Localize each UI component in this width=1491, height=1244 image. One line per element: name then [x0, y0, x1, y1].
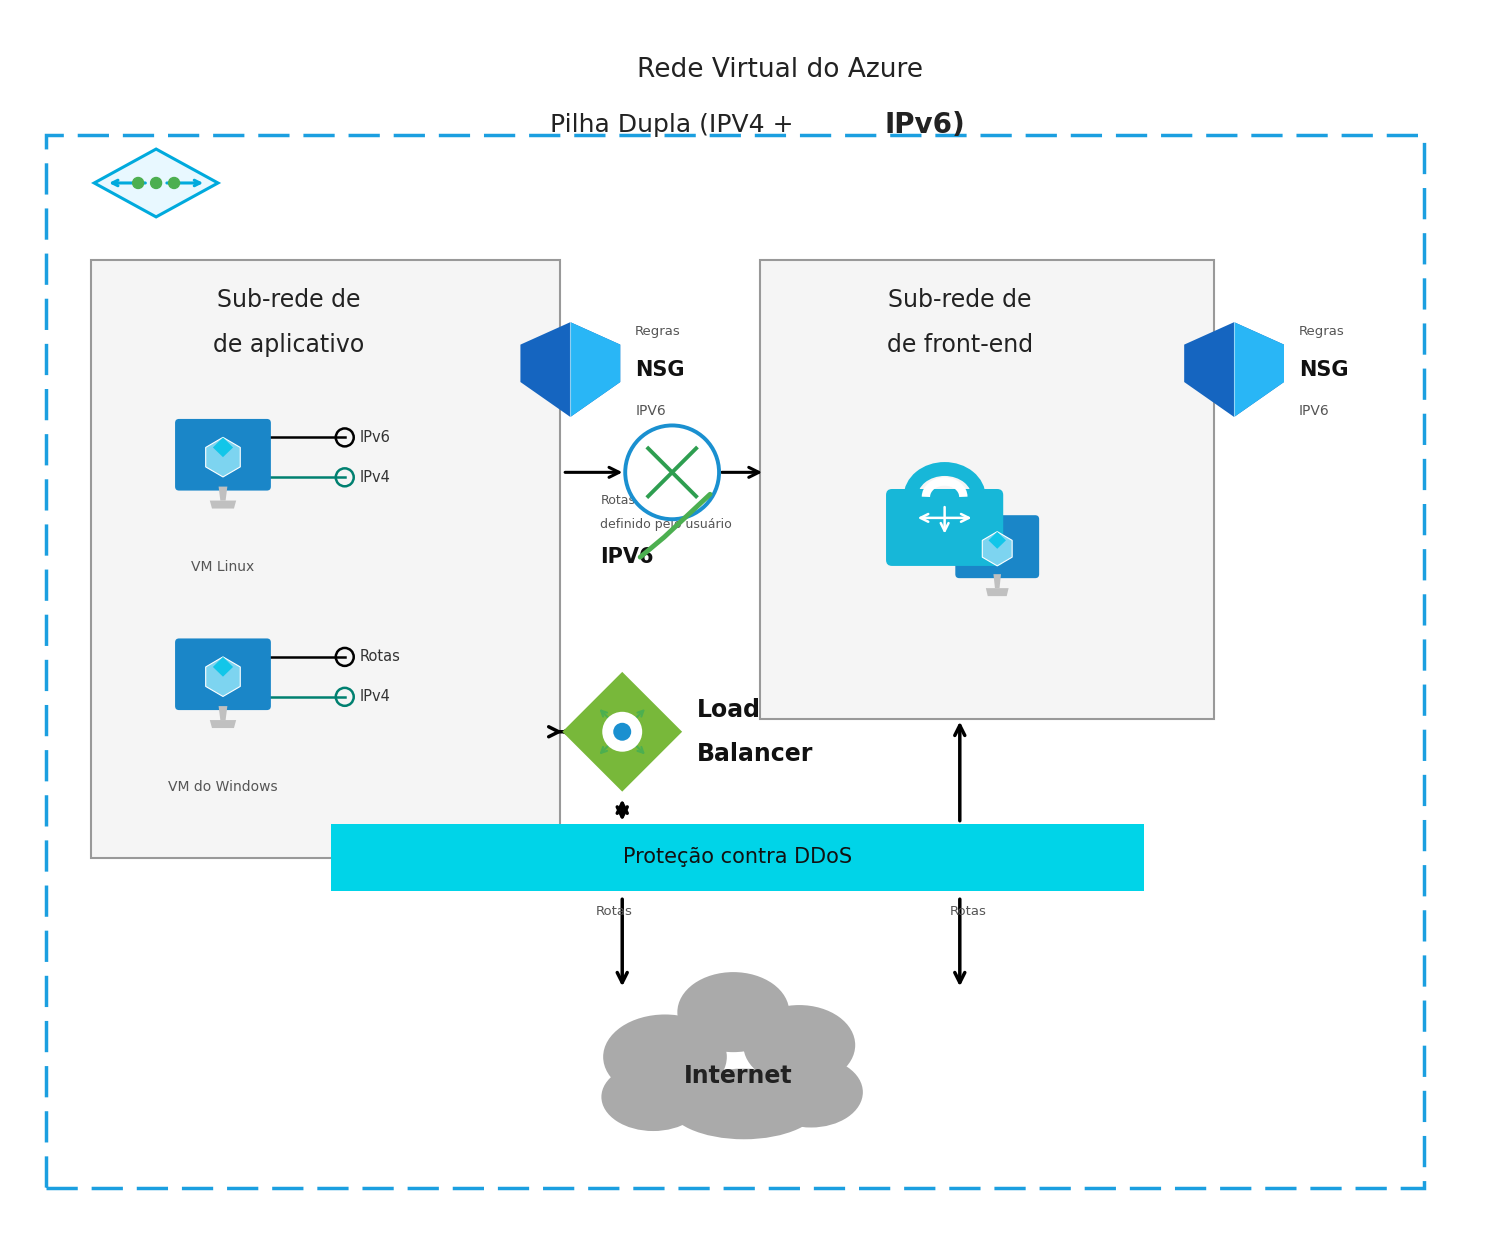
Polygon shape	[206, 657, 240, 697]
Polygon shape	[213, 438, 233, 457]
Polygon shape	[210, 720, 236, 728]
Circle shape	[151, 178, 161, 189]
FancyBboxPatch shape	[956, 515, 1039, 578]
Polygon shape	[986, 588, 1008, 596]
Text: Rotas: Rotas	[359, 649, 401, 664]
Text: Internet: Internet	[684, 1064, 792, 1088]
Polygon shape	[993, 575, 1000, 588]
Circle shape	[133, 178, 143, 189]
FancyBboxPatch shape	[886, 489, 1003, 566]
Text: Pilha Dupla (IPV4 +: Pilha Dupla (IPV4 +	[550, 113, 810, 137]
Polygon shape	[219, 707, 227, 720]
Ellipse shape	[601, 1062, 705, 1131]
Text: NSG: NSG	[1299, 360, 1348, 379]
Ellipse shape	[677, 972, 789, 1052]
Circle shape	[168, 178, 179, 189]
Text: Regras: Regras	[1299, 325, 1345, 338]
Polygon shape	[1184, 322, 1284, 417]
Polygon shape	[520, 322, 620, 417]
Text: IPv4: IPv4	[359, 689, 391, 704]
Circle shape	[625, 425, 719, 519]
Text: Regras: Regras	[635, 325, 681, 338]
Text: Balancer: Balancer	[698, 741, 814, 766]
Ellipse shape	[604, 1014, 726, 1100]
Text: Rotas: Rotas	[950, 904, 986, 918]
Text: Proteção contra DDoS: Proteção contra DDoS	[623, 847, 851, 867]
Text: IPV6: IPV6	[601, 547, 653, 567]
Polygon shape	[213, 657, 233, 677]
Polygon shape	[206, 438, 240, 476]
Text: VM do Windows: VM do Windows	[168, 780, 277, 794]
Circle shape	[613, 723, 631, 740]
Text: Load: Load	[698, 698, 760, 722]
Text: de front-end: de front-end	[887, 332, 1033, 357]
Text: IPv4: IPv4	[359, 470, 391, 485]
Text: Rede Virtual do Azure: Rede Virtual do Azure	[637, 57, 923, 83]
Circle shape	[602, 712, 643, 751]
Text: Sub-rede de: Sub-rede de	[216, 287, 359, 312]
Ellipse shape	[744, 1005, 856, 1085]
FancyBboxPatch shape	[174, 638, 271, 710]
Polygon shape	[1235, 322, 1284, 417]
Text: Sub-rede de: Sub-rede de	[889, 287, 1032, 312]
Ellipse shape	[759, 1057, 863, 1127]
FancyBboxPatch shape	[174, 419, 271, 490]
FancyBboxPatch shape	[331, 824, 1144, 892]
Polygon shape	[571, 322, 620, 417]
Ellipse shape	[668, 1069, 820, 1140]
Polygon shape	[94, 149, 218, 216]
Polygon shape	[989, 531, 1006, 549]
Text: de aplicativo: de aplicativo	[213, 332, 364, 357]
Text: definido pelo usuário: definido pelo usuário	[601, 518, 732, 531]
Text: VM Linux: VM Linux	[191, 560, 255, 575]
FancyBboxPatch shape	[91, 260, 561, 858]
FancyBboxPatch shape	[760, 260, 1214, 719]
Polygon shape	[219, 486, 227, 500]
Text: NSG: NSG	[635, 360, 684, 379]
Text: Rotas: Rotas	[596, 904, 632, 918]
Text: IPV6: IPV6	[1299, 404, 1330, 418]
Text: Rotas: Rotas	[601, 494, 635, 506]
Polygon shape	[983, 531, 1012, 566]
Polygon shape	[210, 500, 236, 509]
Text: IPv6): IPv6)	[884, 111, 966, 139]
Text: IPv6: IPv6	[359, 430, 391, 445]
Polygon shape	[562, 672, 681, 791]
Text: IPV6: IPV6	[635, 404, 666, 418]
